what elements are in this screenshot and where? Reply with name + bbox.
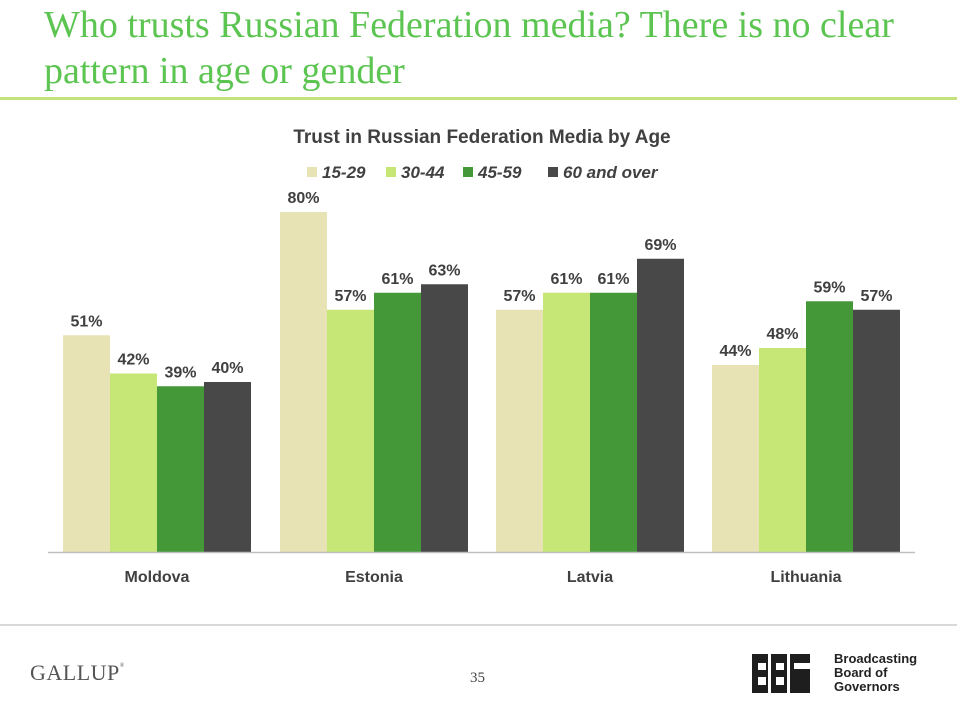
bbg-line-2: Board of — [834, 665, 888, 680]
data-label: 51% — [70, 313, 102, 330]
bar-latvia-30-44 — [543, 292, 590, 552]
gallup-logo-text: GALLUP — [30, 660, 120, 685]
data-label: 48% — [766, 326, 798, 343]
data-label: 80% — [287, 190, 319, 207]
bar-chart: Trust in Russian Federation Media by Age… — [48, 127, 915, 586]
chart-legend: 15-29 30-44 45-59 60 and over — [307, 163, 659, 182]
bar-moldova-45-59 — [157, 386, 204, 552]
bar-estonia-30-44 — [327, 309, 374, 552]
bbg-logo-text: Broadcasting Board of Governors — [834, 652, 917, 694]
data-label: 39% — [164, 364, 196, 381]
bbg-logo-mark — [752, 654, 810, 693]
data-label: 40% — [211, 360, 243, 377]
bar-lithuania-30-44 — [759, 348, 806, 552]
gallup-logo: GALLUP® — [30, 660, 125, 686]
page-number: 35 — [470, 670, 485, 686]
bar-moldova-60-and-over — [204, 382, 251, 552]
data-label: 57% — [860, 288, 892, 305]
legend-swatch-15-29 — [307, 167, 317, 177]
data-label: 63% — [428, 262, 460, 279]
bar-moldova-15-29 — [63, 335, 110, 552]
bar-group: 51% 42% 39% 40% 80% 57% 61% 63% 57% 61% 61% 69% 44% 4… — [63, 190, 900, 552]
data-label: 42% — [117, 352, 149, 369]
legend-label: 45-59 — [477, 163, 522, 182]
bar-lithuania-45-59 — [806, 301, 853, 552]
category-labels: Moldova Estonia Latvia Lithuania — [125, 569, 842, 586]
bar-lithuania-60-and-over — [853, 309, 900, 552]
bbg-line-1: Broadcasting — [834, 651, 918, 666]
category-label-moldova: Moldova — [125, 569, 190, 586]
data-label: 44% — [719, 343, 751, 360]
category-label-latvia: Latvia — [567, 569, 613, 586]
legend-swatch-60-and-over — [548, 167, 558, 177]
data-label: 59% — [813, 279, 845, 296]
bar-latvia-15-29 — [496, 309, 543, 552]
trademark-mark: ® — [119, 663, 125, 669]
footer-divider — [0, 624, 957, 626]
category-label-estonia: Estonia — [345, 569, 403, 586]
legend-label: 30-44 — [401, 163, 445, 182]
data-label: 61% — [597, 271, 629, 288]
legend-label: 15-29 — [322, 163, 366, 182]
title-divider — [0, 97, 957, 100]
bbg-line-3: Governors — [834, 679, 900, 694]
legend-swatch-30-44 — [386, 167, 396, 177]
chart-title: Trust in Russian Federation Media by Age — [293, 127, 670, 148]
bar-latvia-60-and-over — [637, 258, 684, 552]
bar-moldova-30-44 — [110, 373, 157, 552]
bar-estonia-15-29 — [280, 212, 327, 552]
data-label: 69% — [644, 237, 676, 254]
legend-label: 60 and over — [563, 163, 659, 182]
data-label: 61% — [550, 271, 582, 288]
data-label: 61% — [381, 271, 413, 288]
data-label: 57% — [334, 288, 366, 305]
slide-title: Who trusts Russian Federation media? The… — [44, 4, 894, 92]
data-label: 57% — [503, 288, 535, 305]
bar-estonia-45-59 — [374, 292, 421, 552]
category-label-lithuania: Lithuania — [770, 569, 841, 586]
bar-lithuania-15-29 — [712, 365, 759, 552]
bar-latvia-45-59 — [590, 292, 637, 552]
legend-swatch-45-59 — [463, 167, 473, 177]
bar-estonia-60-and-over — [421, 284, 468, 552]
